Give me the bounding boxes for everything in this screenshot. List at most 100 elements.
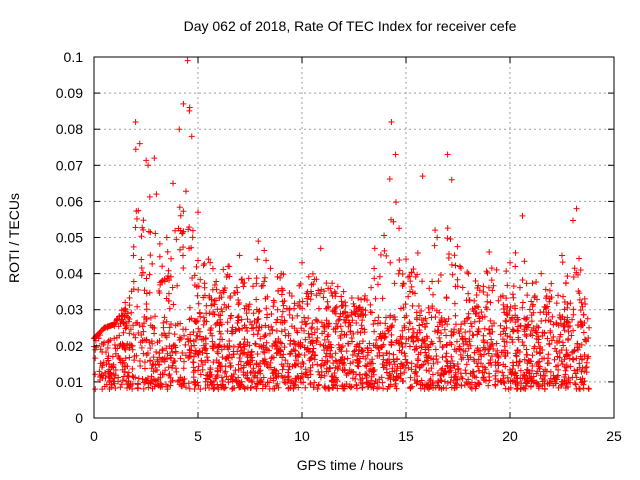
data-point <box>423 381 430 388</box>
data-point <box>195 351 202 358</box>
data-point <box>374 320 381 327</box>
data-point <box>106 378 113 385</box>
y-tick-label: 0.02 <box>56 338 83 354</box>
data-point <box>250 310 257 317</box>
data-point <box>221 369 228 376</box>
data-point <box>559 252 565 259</box>
data-point <box>462 367 469 374</box>
data-point <box>355 313 362 320</box>
data-point <box>133 208 140 215</box>
data-point <box>167 382 174 389</box>
data-point <box>572 370 579 377</box>
data-point <box>537 343 544 350</box>
x-tick-label: 10 <box>294 428 310 444</box>
data-point <box>226 263 233 270</box>
data-point <box>428 365 435 372</box>
data-point <box>418 308 425 315</box>
data-point <box>177 355 184 362</box>
data-point <box>239 276 246 283</box>
data-point <box>152 367 159 374</box>
data-point <box>552 376 559 383</box>
data-point <box>118 381 125 388</box>
data-point <box>381 335 388 342</box>
data-point <box>156 287 163 294</box>
data-point <box>408 366 415 373</box>
data-point <box>143 275 150 282</box>
data-point <box>361 329 368 336</box>
data-point <box>119 377 126 384</box>
data-point <box>472 310 479 317</box>
data-point <box>531 292 538 299</box>
data-point <box>483 268 490 275</box>
data-point <box>462 370 469 377</box>
data-point <box>545 360 552 367</box>
data-point <box>246 301 253 308</box>
data-point <box>514 385 521 392</box>
data-point <box>484 298 491 305</box>
data-point <box>436 334 443 341</box>
data-point <box>385 327 392 334</box>
data-point <box>582 337 589 344</box>
data-point <box>425 360 432 367</box>
data-point <box>301 318 308 325</box>
data-point <box>533 349 540 356</box>
data-point <box>497 331 504 338</box>
data-point <box>314 386 321 393</box>
data-point <box>180 365 187 372</box>
data-point <box>146 271 153 278</box>
data-point <box>376 376 383 383</box>
data-point <box>286 311 293 318</box>
data-point <box>140 385 147 392</box>
data-point <box>143 290 150 297</box>
data-point <box>441 371 448 378</box>
data-point <box>510 294 517 301</box>
data-point <box>426 309 433 316</box>
data-point <box>208 296 215 303</box>
data-point <box>307 367 314 374</box>
data-point <box>226 360 233 367</box>
data-point <box>514 347 521 354</box>
data-point <box>335 341 342 348</box>
data-point <box>134 303 141 310</box>
data-point <box>444 151 451 158</box>
data-point <box>282 374 289 381</box>
data-point <box>366 340 373 347</box>
data-point <box>224 319 231 326</box>
data-point <box>186 385 193 392</box>
data-point <box>338 328 345 335</box>
data-point <box>211 341 218 348</box>
data-point <box>583 369 590 376</box>
data-point <box>137 363 144 370</box>
data-point <box>203 375 210 382</box>
data-point <box>403 256 409 263</box>
data-point <box>480 283 487 290</box>
data-point <box>237 358 244 365</box>
data-point <box>270 377 277 384</box>
data-point <box>357 371 364 378</box>
data-point <box>320 342 327 349</box>
data-point <box>452 312 459 319</box>
data-point <box>253 280 260 287</box>
data-point <box>196 347 203 354</box>
data-point <box>406 288 413 295</box>
data-point <box>141 337 148 344</box>
data-point <box>314 326 321 333</box>
data-point <box>371 245 378 252</box>
data-point <box>557 315 564 322</box>
data-point <box>349 375 356 382</box>
chart-title: Day 062 of 2018, Rate Of TEC Index for r… <box>184 18 517 34</box>
data-point <box>423 333 430 340</box>
data-point <box>187 331 194 338</box>
data-point <box>577 307 584 314</box>
data-point <box>249 357 256 364</box>
data-point <box>509 378 516 385</box>
data-point <box>347 383 354 390</box>
data-point <box>371 275 378 282</box>
data-point <box>279 354 286 361</box>
data-point <box>92 371 99 378</box>
data-point <box>401 314 408 321</box>
y-tick-label: 0.06 <box>56 193 83 209</box>
data-point <box>418 343 425 350</box>
data-point <box>521 328 528 335</box>
data-point <box>555 372 562 379</box>
